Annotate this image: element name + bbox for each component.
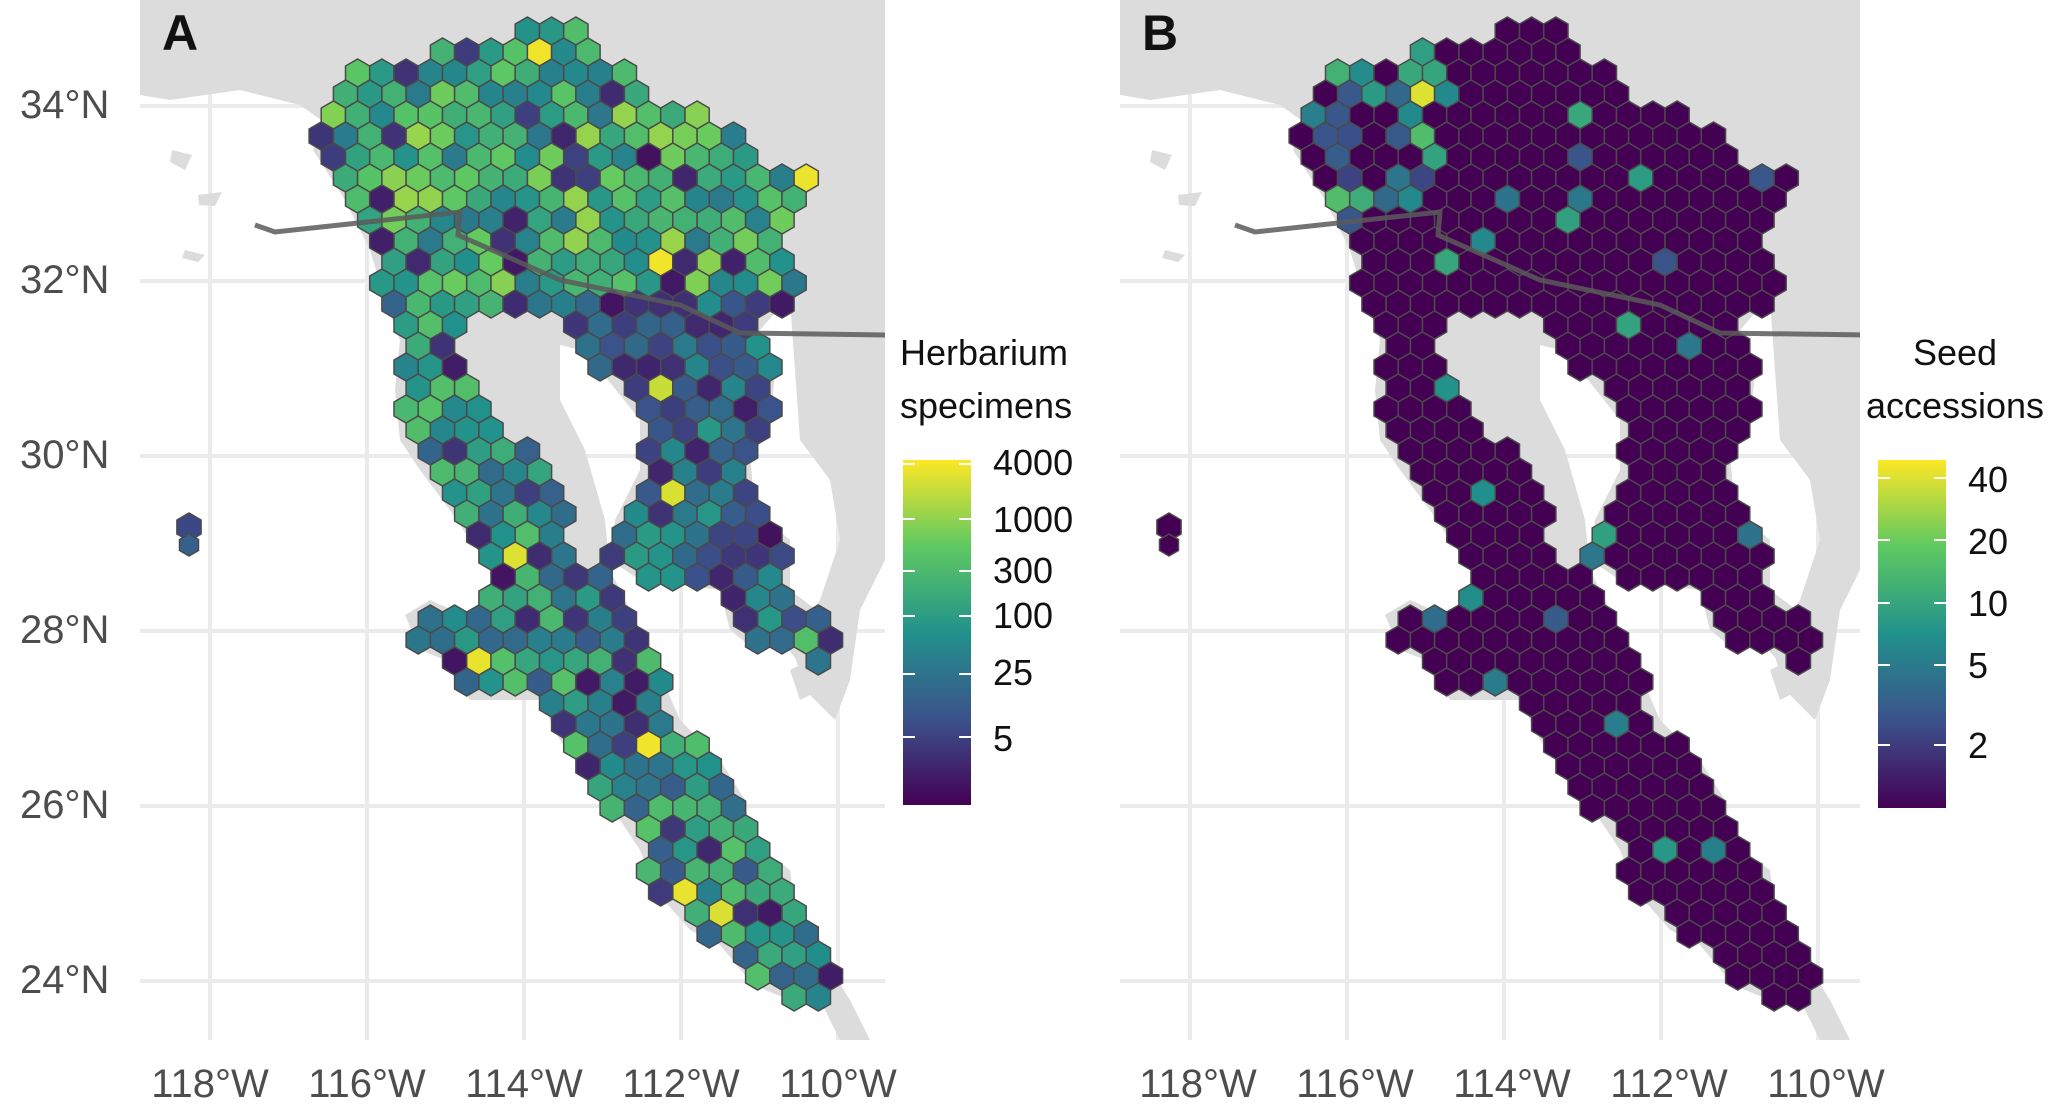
panel-a-lon-116: 116°W bbox=[308, 1062, 426, 1106]
lat-label-34: 34°N bbox=[20, 83, 109, 127]
panel-a-colorbar bbox=[903, 460, 971, 805]
hex-bins bbox=[308, 16, 844, 1012]
panel-b-legend-tick-40: 40 bbox=[1968, 459, 2008, 500]
panel-b-legend-tick-20: 20 bbox=[1968, 521, 2008, 562]
panel-b-legend-title-line1: Seed bbox=[1913, 332, 1997, 373]
panel-a-legend-tick-25: 25 bbox=[993, 652, 1033, 693]
panel-b-lon-116: 116°W bbox=[1296, 1062, 1414, 1106]
panel-b-legend-tick-2: 2 bbox=[1968, 725, 1988, 766]
panel-b-lon-114: 114°W bbox=[1453, 1062, 1571, 1106]
lat-label-24: 24°N bbox=[20, 958, 109, 1002]
panel-a-legend-tick-300: 300 bbox=[993, 550, 1053, 591]
panel-b-legend-tick-10: 10 bbox=[1968, 583, 2008, 624]
panel-a-legend: Herbarium specimens 4000 1000 300 100 25… bbox=[900, 332, 1073, 805]
panel-a-legend-tick-5: 5 bbox=[993, 718, 1013, 759]
panel-a-lon-112: 112°W bbox=[622, 1062, 740, 1106]
panel-b-colorbar-ticks bbox=[1878, 477, 1946, 746]
panel-a-lon-114: 114°W bbox=[465, 1062, 583, 1106]
panel-a-legend-tick-4000: 4000 bbox=[993, 442, 1073, 483]
panel-a-legend-tick-100: 100 bbox=[993, 595, 1053, 636]
panel-b-lon-labels: 118°W 116°W 114°W 112°W 110°W bbox=[1139, 1062, 1885, 1106]
panel-b-colorbar bbox=[1878, 460, 1946, 808]
panel-a-letter: A bbox=[162, 5, 198, 61]
panel-a-legend-title-line2: specimens bbox=[900, 385, 1072, 426]
panel-b-legend: Seed accessions 40 20 10 5 2 bbox=[1866, 332, 2044, 808]
panel-b: B 118°W 116°W 114°W 112°W 110°W Seed acc… bbox=[1120, 0, 2044, 1106]
panel-b-legend-tick-5: 5 bbox=[1968, 645, 1988, 686]
panel-a-lon-labels: 118°W 116°W 114°W 112°W 110°W bbox=[151, 1062, 897, 1106]
panel-b-legend-title-line2: accessions bbox=[1866, 385, 2044, 426]
panel-b-lon-112: 112°W bbox=[1610, 1062, 1728, 1106]
panel-a-map bbox=[140, 0, 885, 1040]
panel-a-legend-tick-1000: 1000 bbox=[993, 499, 1073, 540]
latitude-axis-labels: 34°N 32°N 30°N 28°N 26°N 24°N bbox=[20, 83, 109, 1002]
lat-label-28: 28°N bbox=[20, 608, 109, 652]
panel-b-letter: B bbox=[1142, 5, 1178, 61]
panel-a-lon-110: 110°W bbox=[779, 1062, 897, 1106]
panel-b-lon-110: 110°W bbox=[1767, 1062, 1885, 1106]
panel-b-lon-118: 118°W bbox=[1139, 1062, 1257, 1106]
lat-label-26: 26°N bbox=[20, 783, 109, 827]
panel-a: A 118°W 116°W 114°W 112°W 110°W Herbariu… bbox=[140, 0, 1073, 1106]
lat-label-30: 30°N bbox=[20, 433, 109, 477]
lat-label-32: 32°N bbox=[20, 258, 109, 302]
panel-a-colorbar-ticks bbox=[903, 463, 971, 738]
panel-a-legend-title-line1: Herbarium bbox=[900, 332, 1068, 373]
panel-b-map bbox=[1120, 0, 1860, 1040]
panel-a-lon-118: 118°W bbox=[151, 1062, 269, 1106]
